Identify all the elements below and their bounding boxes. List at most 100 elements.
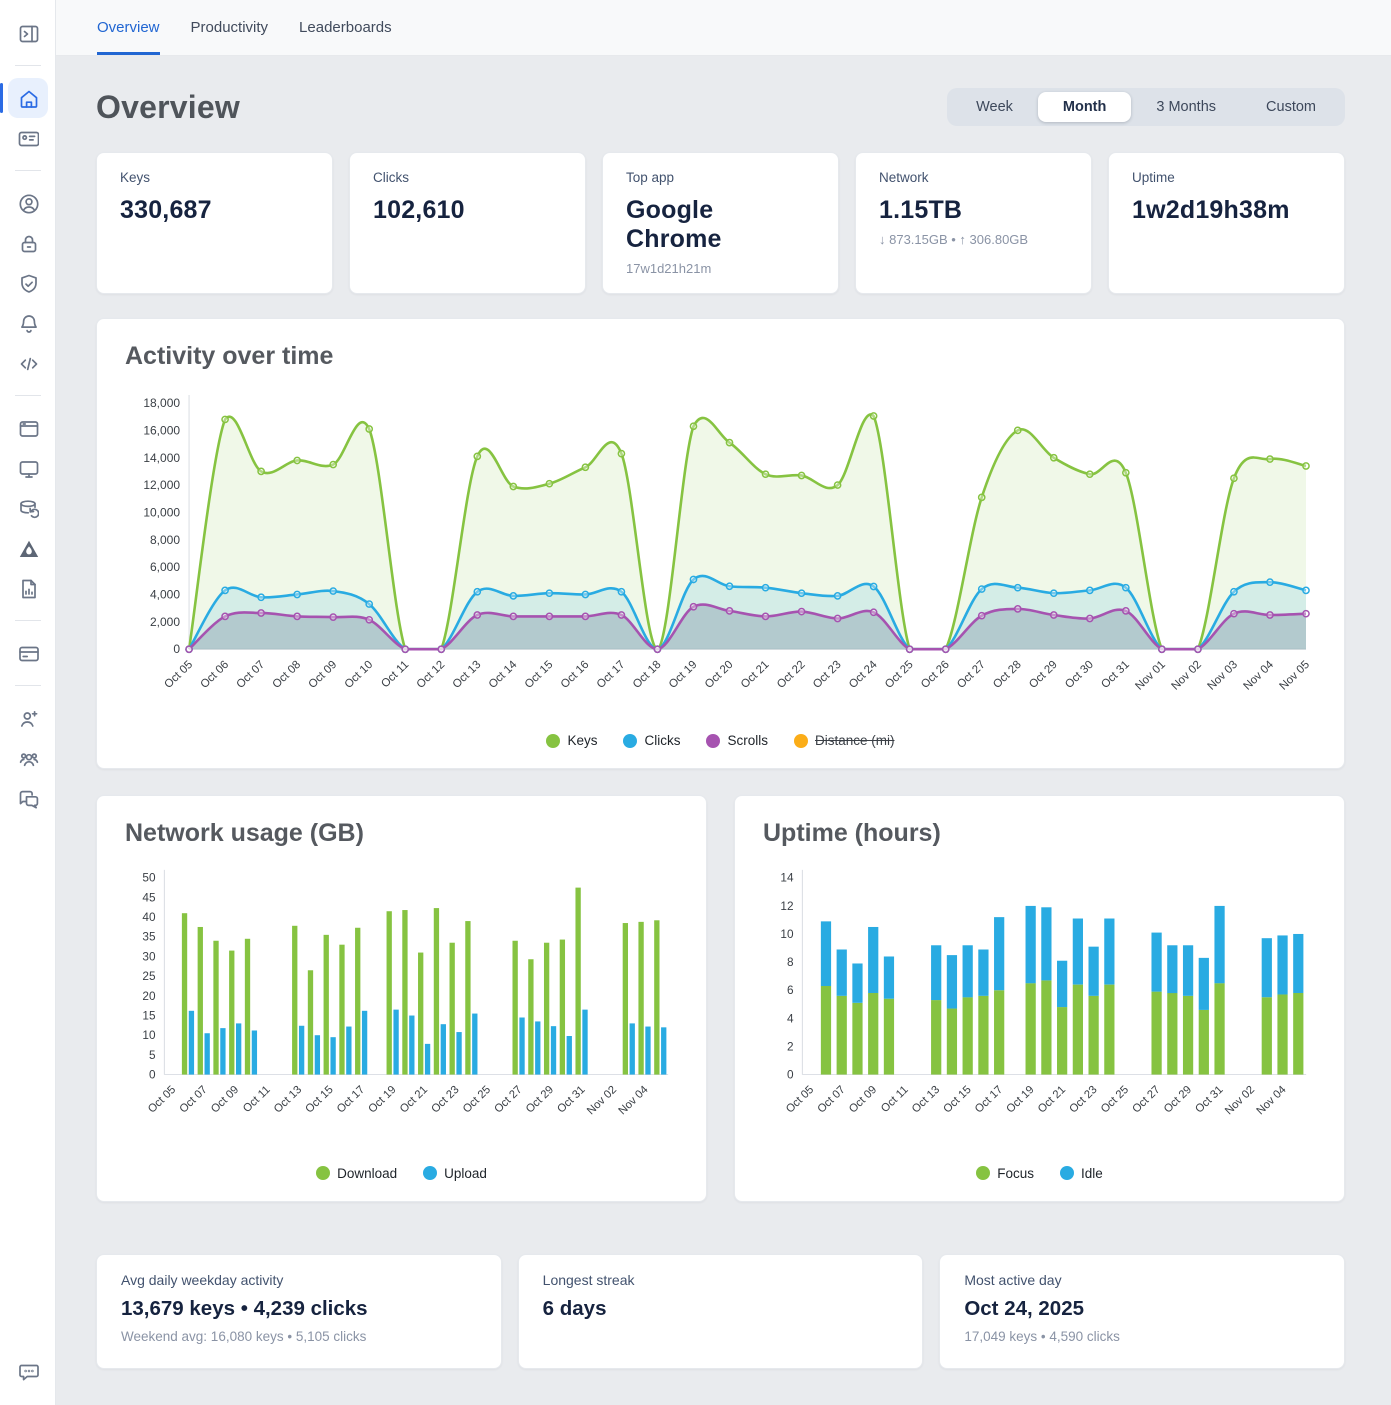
shield-check-icon xyxy=(17,272,39,294)
legend-item-download[interactable]: Download xyxy=(316,1166,397,1181)
range-option-month[interactable]: Month xyxy=(1038,92,1131,122)
sidebar-item-community[interactable] xyxy=(8,778,48,818)
summary-value: 6 days xyxy=(543,1297,899,1321)
tab-label: Overview xyxy=(97,19,160,36)
svg-text:0: 0 xyxy=(787,1068,794,1082)
summary-value: Oct 24, 2025 xyxy=(964,1297,1320,1321)
svg-text:Oct 11: Oct 11 xyxy=(379,659,411,691)
database-restore-icon xyxy=(17,497,39,519)
legend-label: Focus xyxy=(997,1166,1034,1181)
activity-area-chart: 02,0004,0006,0008,00010,00012,00014,0001… xyxy=(125,387,1316,725)
summary-cards-row: Avg daily weekday activity 13,679 keys •… xyxy=(96,1254,1345,1369)
stat-value: 102,610 xyxy=(373,196,562,225)
summary-label: Avg daily weekday activity xyxy=(121,1272,477,1288)
range-option-custom[interactable]: Custom xyxy=(1241,92,1341,122)
legend-dot-focus xyxy=(976,1166,990,1180)
svg-text:Oct 28: Oct 28 xyxy=(991,659,1024,691)
mountain-flame-icon xyxy=(17,537,39,559)
lock-icon xyxy=(17,232,39,254)
svg-text:Nov 02: Nov 02 xyxy=(1223,1084,1257,1117)
stat-card-top-app: Top app Google Chrome 17w1d21h21m xyxy=(602,152,839,294)
sidebar-item-invite-user[interactable] xyxy=(8,698,48,738)
sidebar-item-account[interactable] xyxy=(8,183,48,223)
tab-productivity[interactable]: Productivity xyxy=(191,0,269,55)
sidebar-item-privacy[interactable] xyxy=(8,223,48,263)
sidebar-toggle-button[interactable] xyxy=(8,13,48,53)
summary-card-most-active-day: Most active day Oct 24, 2025 17,049 keys… xyxy=(939,1254,1345,1369)
svg-text:Oct 07: Oct 07 xyxy=(815,1084,847,1116)
svg-text:Oct 19: Oct 19 xyxy=(1004,1084,1036,1116)
svg-text:Oct 15: Oct 15 xyxy=(523,659,556,691)
tab-overview[interactable]: Overview xyxy=(97,0,160,55)
svg-text:Nov 03: Nov 03 xyxy=(1205,659,1240,693)
credit-card-icon xyxy=(17,642,39,664)
sidebar-item-reports[interactable] xyxy=(8,568,48,608)
sidebar-item-backups[interactable] xyxy=(8,488,48,528)
summary-label: Longest streak xyxy=(543,1272,899,1288)
stat-card-clicks: Clicks 102,610 xyxy=(349,152,586,294)
sidebar-item-streaks[interactable] xyxy=(8,528,48,568)
svg-text:Oct 29: Oct 29 xyxy=(1162,1084,1194,1116)
legend-item-clicks[interactable]: Clicks xyxy=(623,733,680,748)
svg-text:Oct 13: Oct 13 xyxy=(451,659,484,691)
sidebar-item-home[interactable] xyxy=(8,78,48,118)
tab-label: Leaderboards xyxy=(299,19,392,36)
svg-text:12,000: 12,000 xyxy=(143,478,180,492)
code-icon xyxy=(17,352,39,374)
stat-card-keys: Keys 330,687 xyxy=(96,152,333,294)
svg-text:6,000: 6,000 xyxy=(150,560,180,574)
legend-item-upload[interactable]: Upload xyxy=(423,1166,487,1181)
svg-text:4,000: 4,000 xyxy=(150,587,180,601)
stat-label: Clicks xyxy=(373,170,562,185)
range-option-3months[interactable]: 3 Months xyxy=(1131,92,1241,122)
stat-value: Google Chrome xyxy=(626,196,815,254)
stat-value: 1.15TB xyxy=(879,196,1068,225)
sidebar-item-profile-card[interactable] xyxy=(8,118,48,158)
legend-item-focus[interactable]: Focus xyxy=(976,1166,1034,1181)
summary-sub: Weekend avg: 16,080 keys • 5,105 clicks xyxy=(121,1329,477,1344)
range-option-week[interactable]: Week xyxy=(951,92,1038,122)
svg-text:Oct 25: Oct 25 xyxy=(883,659,916,691)
legend-item-distance-mi-[interactable]: Distance (mi) xyxy=(794,733,895,748)
sidebar-item-security[interactable] xyxy=(8,263,48,303)
svg-text:Oct 09: Oct 09 xyxy=(209,1084,241,1116)
svg-text:Oct 17: Oct 17 xyxy=(595,659,628,691)
sidebar-item-applications[interactable] xyxy=(8,408,48,448)
sidebar-item-computers[interactable] xyxy=(8,448,48,488)
svg-text:Nov 02: Nov 02 xyxy=(585,1084,619,1117)
uptime-chart-svg: 02468101214Oct 05Oct 07Oct 09Oct 11Oct 1… xyxy=(763,864,1316,1157)
svg-text:Oct 27: Oct 27 xyxy=(955,659,988,691)
svg-text:Oct 30: Oct 30 xyxy=(1063,659,1096,691)
main-area: Overview Productivity Leaderboards Overv… xyxy=(56,0,1391,1405)
svg-text:Oct 15: Oct 15 xyxy=(303,1084,335,1116)
legend-item-keys[interactable]: Keys xyxy=(546,733,597,748)
svg-text:5: 5 xyxy=(149,1048,156,1062)
svg-text:Oct 10: Oct 10 xyxy=(343,659,376,691)
legend-label: Clicks xyxy=(644,733,680,748)
sidebar-item-notifications[interactable] xyxy=(8,303,48,343)
team-icon xyxy=(17,747,39,769)
network-legend: Download Upload xyxy=(125,1166,678,1181)
svg-text:Oct 29: Oct 29 xyxy=(524,1084,556,1116)
stat-label: Top app xyxy=(626,170,815,185)
svg-text:25: 25 xyxy=(142,969,156,983)
svg-text:14: 14 xyxy=(780,871,794,885)
legend-item-scrolls[interactable]: Scrolls xyxy=(706,733,768,748)
svg-text:2,000: 2,000 xyxy=(150,615,180,629)
sidebar-item-feedback[interactable] xyxy=(8,1351,48,1391)
svg-text:0: 0 xyxy=(149,1068,156,1082)
svg-text:0: 0 xyxy=(173,642,180,656)
sidebar-item-teams[interactable] xyxy=(8,738,48,778)
summary-card-longest-streak: Longest streak 6 days xyxy=(518,1254,924,1369)
legend-dot-scrolls xyxy=(706,734,720,748)
stat-label: Uptime xyxy=(1132,170,1321,185)
top-tab-bar: Overview Productivity Leaderboards xyxy=(56,0,1391,56)
tab-leaderboards[interactable]: Leaderboards xyxy=(299,0,392,55)
sidebar-item-developer[interactable] xyxy=(8,343,48,383)
sidebar-item-billing[interactable] xyxy=(8,633,48,673)
svg-text:10: 10 xyxy=(780,927,794,941)
legend-item-idle[interactable]: Idle xyxy=(1060,1166,1103,1181)
svg-text:Oct 06: Oct 06 xyxy=(198,659,231,691)
feedback-bubble-icon xyxy=(17,1360,39,1382)
svg-text:Oct 31: Oct 31 xyxy=(1099,659,1132,691)
